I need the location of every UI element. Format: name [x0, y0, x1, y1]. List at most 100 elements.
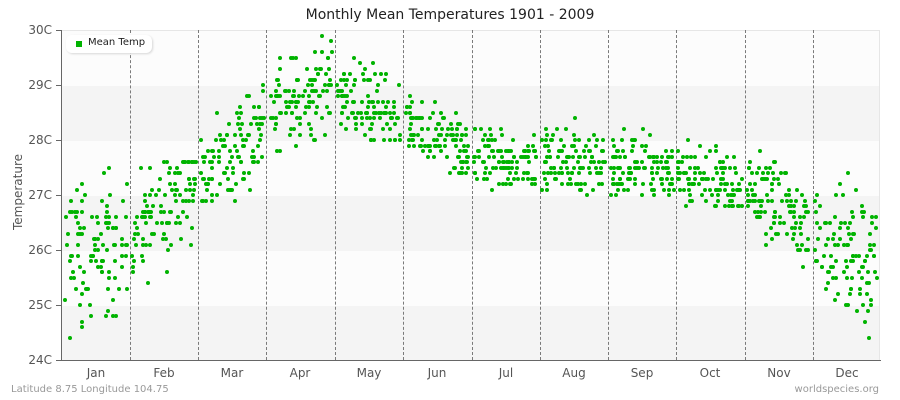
data-point: [872, 253, 877, 258]
data-point: [139, 253, 144, 258]
data-point: [639, 160, 644, 164]
data-point: [703, 154, 708, 159]
data-point: [769, 182, 774, 186]
data-point: [531, 132, 536, 137]
legend[interactable]: Mean Temp: [66, 35, 152, 53]
data-point: [351, 83, 356, 87]
data-point: [438, 132, 443, 137]
data-point: [864, 292, 869, 296]
data-point: [290, 55, 295, 60]
data-point: [719, 165, 724, 170]
data-point: [246, 171, 251, 175]
data-point: [407, 143, 412, 148]
data-point: [823, 286, 828, 291]
data-point: [345, 116, 350, 120]
data-point: [103, 314, 108, 318]
data-point: [490, 149, 495, 153]
data-point: [677, 187, 682, 192]
data-point: [99, 259, 104, 263]
data-point: [294, 105, 299, 109]
data-point: [305, 66, 310, 71]
data-point: [481, 160, 486, 164]
data-point: [736, 182, 741, 186]
data-point: [512, 154, 517, 159]
data-point: [685, 154, 690, 159]
data-point: [762, 209, 767, 214]
data-point: [628, 165, 633, 170]
data-point: [800, 264, 805, 269]
data-point: [145, 281, 150, 285]
data-point: [688, 193, 693, 197]
data-point: [813, 198, 818, 203]
data-point: [124, 215, 129, 219]
data-point: [611, 182, 616, 186]
data-point: [848, 286, 853, 291]
data-point: [509, 149, 514, 153]
data-point: [383, 110, 388, 115]
data-point: [824, 242, 829, 247]
data-point: [158, 204, 163, 208]
data-point: [729, 193, 734, 197]
month-divider: [198, 30, 199, 360]
data-point: [627, 176, 632, 181]
data-point: [313, 66, 318, 71]
data-point: [488, 132, 493, 137]
data-point: [361, 72, 366, 76]
x-tick-label: Feb: [153, 366, 175, 380]
data-point: [291, 94, 296, 98]
data-point: [509, 182, 514, 186]
data-point: [867, 281, 872, 285]
data-point: [506, 165, 511, 170]
data-point: [93, 237, 98, 241]
data-point: [321, 88, 326, 93]
data-point: [597, 182, 602, 186]
data-point: [134, 226, 139, 230]
data-point: [164, 237, 169, 241]
data-point: [375, 99, 380, 104]
data-point: [376, 110, 381, 115]
data-point: [868, 303, 873, 307]
data-point: [763, 165, 768, 170]
data-point: [651, 187, 656, 192]
data-point: [454, 127, 459, 131]
data-point: [407, 138, 411, 142]
data-point: [545, 171, 550, 175]
data-point: [859, 275, 864, 280]
data-point: [236, 121, 241, 126]
data-point: [167, 220, 172, 225]
data-point: [453, 138, 458, 142]
data-point: [565, 165, 570, 170]
data-point: [149, 187, 154, 192]
data-point: [814, 220, 819, 225]
data-point: [710, 193, 715, 197]
data-point: [841, 193, 846, 197]
data-point: [192, 160, 197, 164]
data-point: [290, 110, 295, 115]
data-point: [223, 171, 228, 175]
data-point: [521, 171, 526, 175]
month-divider: [676, 30, 677, 360]
source-link[interactable]: worldspecies.org: [794, 384, 879, 395]
data-point: [860, 204, 865, 208]
data-point: [692, 165, 697, 170]
data-point: [801, 204, 806, 208]
data-point: [752, 182, 757, 186]
data-point: [764, 193, 769, 197]
data-point: [609, 165, 614, 170]
data-point: [554, 127, 559, 131]
data-point: [405, 105, 410, 109]
data-point: [814, 209, 819, 214]
data-point: [63, 215, 68, 219]
data-point: [499, 154, 504, 159]
data-point: [238, 127, 243, 131]
data-point: [717, 160, 722, 164]
data-point: [599, 171, 604, 175]
data-point: [80, 198, 85, 203]
data-point: [798, 248, 803, 252]
data-point: [777, 215, 782, 219]
data-point: [193, 176, 198, 181]
data-point: [124, 182, 129, 186]
data-point: [616, 182, 621, 186]
data-point: [682, 171, 687, 175]
data-point: [449, 121, 454, 126]
